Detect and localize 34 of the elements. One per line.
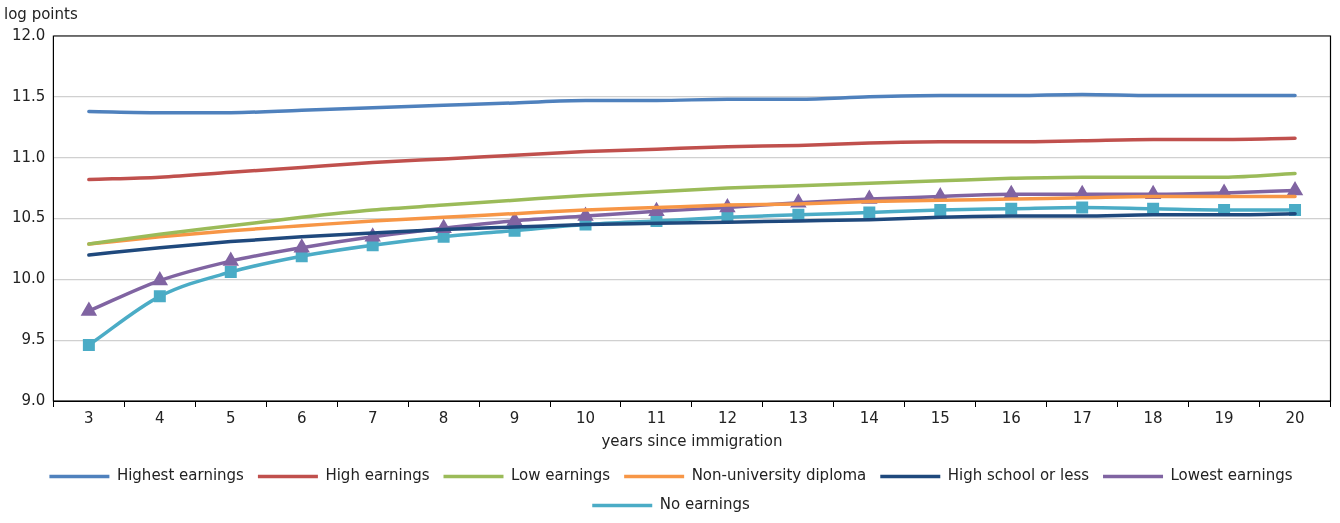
- x-tick-label: 3: [84, 408, 94, 427]
- x-axis-title: years since immigration: [601, 431, 783, 450]
- x-tick-label: 20: [1285, 408, 1305, 427]
- legend-label: Low earnings: [511, 466, 611, 485]
- x-tick-label: 8: [438, 408, 449, 427]
- x-tick-label: 15: [930, 408, 950, 427]
- x-tick-label: 9: [509, 408, 520, 427]
- x-tick-label: 6: [296, 408, 307, 427]
- x-tick-label: 10: [575, 408, 596, 427]
- legend-label: Lowest earnings: [1170, 466, 1293, 485]
- x-tick-label: 13: [788, 408, 808, 427]
- x-tick-label: 7: [367, 408, 378, 427]
- legend-label: High school or less: [947, 466, 1090, 485]
- x-tick-label: 19: [1214, 408, 1234, 427]
- x-tick-label: 4: [155, 408, 165, 427]
- legend-label: High earnings: [325, 466, 430, 485]
- x-tick-label: 17: [1072, 408, 1092, 427]
- y-tick-label: 10.0: [11, 269, 46, 288]
- y-tick-label: 11.0: [11, 147, 46, 166]
- x-tick-label: 12: [717, 408, 737, 427]
- y-axis-title: log points: [4, 5, 78, 24]
- y-tick-label: 11.5: [11, 86, 46, 105]
- y-tick-label: 12.0: [11, 25, 46, 44]
- x-tick-label: 14: [859, 408, 879, 427]
- y-tick-label: 9.0: [21, 390, 46, 409]
- y-tick-label: 9.5: [21, 330, 46, 349]
- x-tick-label: 18: [1143, 408, 1163, 427]
- x-tick-label: 5: [226, 408, 236, 427]
- x-tick-label: 16: [1001, 408, 1021, 427]
- y-tick-label: 10.5: [11, 208, 46, 227]
- legend-label: Non-university diploma: [691, 466, 867, 485]
- legend-label: No earnings: [659, 495, 750, 514]
- legend-label: Highest earnings: [116, 466, 245, 485]
- x-tick-label: 11: [646, 408, 667, 427]
